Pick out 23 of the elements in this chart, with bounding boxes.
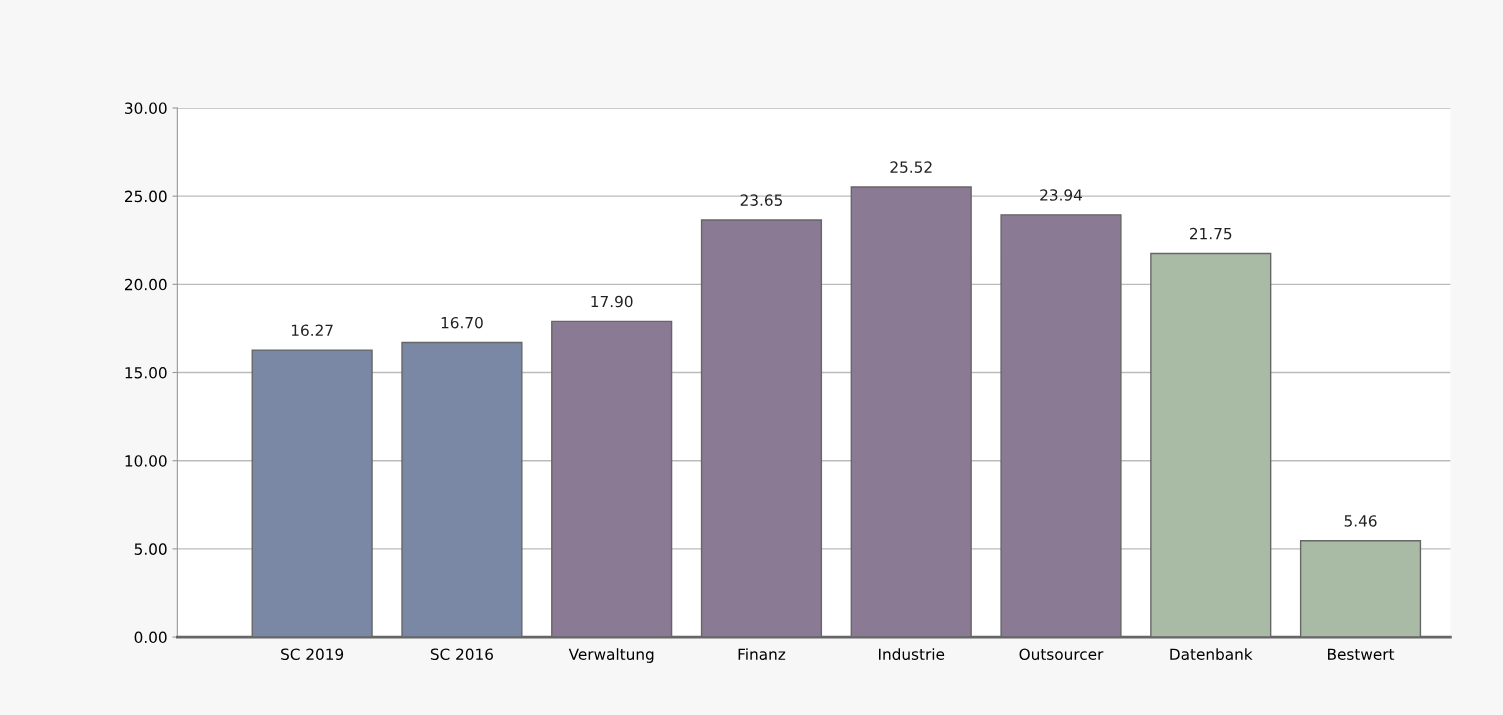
y-tick-label: 20.00	[125, 278, 167, 291]
data-label: 23.94	[1040, 189, 1083, 201]
x-tick-label: Outsourcer	[1019, 648, 1104, 660]
data-label: 5.46	[1344, 515, 1377, 527]
x-tick-label: Verwaltung	[568, 648, 654, 663]
data-label: 16.27	[291, 324, 333, 337]
x-tick-label: SC 2019	[281, 648, 344, 660]
y-tick-label: 10.00	[125, 455, 167, 467]
x-tick-label: SC 2016	[430, 648, 493, 660]
data-label: 25.52	[890, 161, 932, 173]
data-label: 23.65	[740, 194, 782, 206]
y-tick-label: 30.00	[125, 102, 167, 114]
y-tick-label: 5.00	[134, 543, 167, 555]
y-tick-label: 0.00	[134, 631, 167, 644]
y-tick-label: 15.00	[125, 366, 167, 379]
data-label: 16.70	[441, 316, 483, 329]
x-tick-label: Datenbank	[1170, 648, 1253, 660]
data-label: 21.75	[1190, 227, 1232, 240]
data-label: 17.90	[591, 295, 633, 308]
x-tick-label: Finanz	[738, 648, 786, 660]
y-tick-label: 25.00	[125, 190, 167, 203]
x-tick-label: Industrie	[879, 648, 945, 660]
x-tick-label: Bestwert	[1328, 648, 1395, 660]
